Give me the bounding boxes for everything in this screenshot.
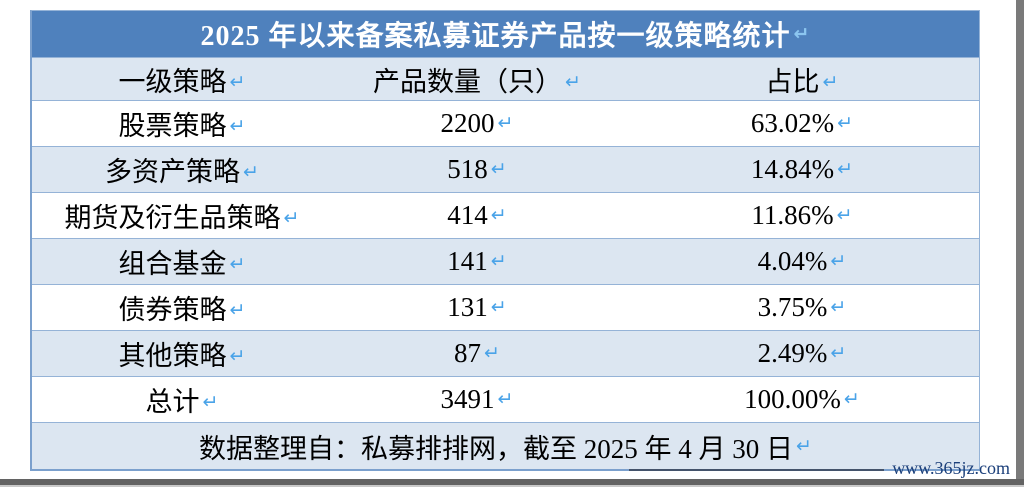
share-value: 100.00%	[744, 384, 841, 414]
table-row: 期货及衍生品策略 ↵ 414 ↵ 11.86% ↵	[32, 193, 979, 239]
paragraph-return-icon: ↵	[497, 388, 514, 410]
window-edge-right	[1016, 0, 1024, 487]
strategy-cell: 其他策略 ↵	[32, 334, 332, 373]
table-row: 其他策略 ↵ 87 ↵ 2.49% ↵	[32, 331, 979, 377]
watermark-line	[629, 469, 884, 471]
count-cell: 2200 ↵	[332, 108, 622, 139]
strategy-value: 债券策略	[118, 295, 227, 325]
paragraph-return-icon: ↵	[796, 435, 812, 457]
paragraph-return-icon: ↵	[490, 204, 507, 226]
table-source-row: 数据整理自：私募排排网，截至 2025 年 4 月 30 日 ↵	[32, 423, 979, 469]
share-cell: 11.86% ↵	[622, 200, 982, 231]
strategy-value: 多资产策略	[105, 157, 241, 187]
count-cell: 518 ↵	[332, 154, 622, 185]
strategy-cell: 股票策略 ↵	[32, 104, 332, 143]
paragraph-return-icon: ↵	[837, 112, 854, 134]
share-value: 11.86%	[751, 200, 834, 230]
strategy-cell: 债券策略 ↵	[32, 288, 332, 327]
paragraph-return-icon: ↵	[490, 296, 507, 318]
watermark-link[interactable]: www.365jz.com	[892, 458, 1010, 478]
paragraph-return-icon: ↵	[490, 250, 507, 272]
paragraph-return-icon: ↵	[490, 158, 507, 180]
paragraph-return-icon: ↵	[497, 112, 514, 134]
paragraph-return-icon: ↵	[837, 158, 854, 180]
count-value: 2200	[440, 108, 495, 138]
share-cell: 2.49% ↵	[622, 338, 982, 369]
share-value: 2.49%	[757, 338, 828, 368]
paragraph-return-icon: ↵	[565, 70, 581, 93]
share-cell: 63.02% ↵	[622, 108, 982, 139]
count-cell: 414 ↵	[332, 200, 622, 231]
header-share-label: 占比	[765, 66, 820, 97]
strategy-cell: 多资产策略 ↵	[32, 150, 332, 189]
count-value: 87	[454, 338, 482, 368]
paragraph-return-icon: ↵	[243, 161, 259, 183]
paragraph-return-icon: ↵	[830, 296, 847, 318]
table-row: 债券策略 ↵ 131 ↵ 3.75% ↵	[32, 285, 979, 331]
count-value: 131	[447, 292, 488, 322]
strategy-value: 股票策略	[118, 111, 227, 141]
header-count-label: 产品数量（只）	[373, 66, 563, 97]
paragraph-return-icon: ↵	[229, 299, 246, 321]
paragraph-return-icon: ↵	[484, 342, 500, 364]
paragraph-return-icon: ↵	[229, 345, 246, 367]
share-value: 14.84%	[750, 154, 835, 184]
source-note: 数据整理自：私募排排网，截至 2025 年 4 月 30 日	[199, 433, 794, 464]
count-cell: 3491 ↵	[332, 384, 622, 415]
strategy-value: 其他策略	[118, 341, 227, 371]
share-value: 63.02%	[750, 108, 835, 138]
paragraph-return-icon: ↵	[283, 207, 300, 229]
table-title-row: 2025 年以来备案私募证券产品按一级策略统计 ↵	[32, 11, 979, 58]
count-value: 141	[447, 246, 488, 276]
count-value: 3491	[440, 384, 495, 414]
table-row: 股票策略 ↵ 2200 ↵ 63.02% ↵	[32, 101, 979, 147]
table-title: 2025 年以来备案私募证券产品按一级策略统计	[200, 21, 791, 52]
count-value: 518	[447, 154, 488, 184]
strategy-cell: 期货及衍生品策略 ↵	[32, 196, 332, 235]
strategy-stats-table: 2025 年以来备案私募证券产品按一级策略统计 ↵ 一级策略 ↵ 产品数量（只） ↵ …	[30, 10, 980, 471]
table-header-row: 一级策略 ↵ 产品数量（只） ↵ 占比 ↵	[32, 58, 979, 101]
paragraph-return-icon: ↵	[229, 115, 246, 137]
header-strategy-label: 一级策略	[118, 66, 227, 97]
count-value: 414	[447, 200, 488, 230]
table-row: 多资产策略 ↵ 518 ↵ 14.84% ↵	[32, 147, 979, 193]
paragraph-return-icon: ↵	[202, 391, 219, 413]
paragraph-return-icon: ↵	[229, 253, 246, 275]
share-cell: 4.04% ↵	[622, 246, 982, 277]
paragraph-return-icon: ↵	[793, 23, 811, 45]
window-edge-bottom	[0, 479, 1024, 487]
strategy-value: 组合基金	[118, 249, 227, 279]
header-strategy: 一级策略 ↵	[32, 60, 332, 99]
strategy-value: 总计	[145, 387, 200, 417]
paragraph-return-icon: ↵	[830, 250, 847, 272]
share-cell: 14.84% ↵	[622, 154, 982, 185]
paragraph-return-icon: ↵	[843, 388, 860, 410]
paragraph-return-icon: ↵	[229, 70, 246, 93]
paragraph-return-icon: ↵	[830, 342, 847, 364]
strategy-cell: 组合基金 ↵	[32, 242, 332, 281]
share-value: 3.75%	[757, 292, 828, 322]
share-cell: 100.00% ↵	[622, 384, 982, 415]
paragraph-return-icon: ↵	[822, 70, 839, 93]
share-cell: 3.75% ↵	[622, 292, 982, 323]
header-share: 占比 ↵	[622, 60, 982, 99]
table-row-total: 总计 ↵ 3491 ↵ 100.00% ↵	[32, 377, 979, 423]
count-cell: 131 ↵	[332, 292, 622, 323]
strategy-value: 期货及衍生品策略	[64, 203, 281, 233]
table-row: 组合基金 ↵ 141 ↵ 4.04% ↵	[32, 239, 979, 285]
header-count: 产品数量（只） ↵	[332, 60, 622, 99]
paragraph-return-icon: ↵	[836, 204, 853, 226]
count-cell: 87 ↵	[332, 338, 622, 369]
count-cell: 141 ↵	[332, 246, 622, 277]
strategy-cell: 总计 ↵	[32, 380, 332, 419]
share-value: 4.04%	[757, 246, 828, 276]
